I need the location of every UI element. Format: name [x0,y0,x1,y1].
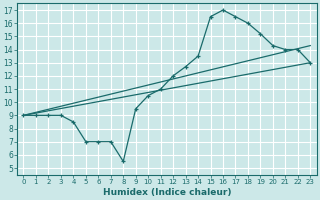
X-axis label: Humidex (Indice chaleur): Humidex (Indice chaleur) [103,188,231,197]
